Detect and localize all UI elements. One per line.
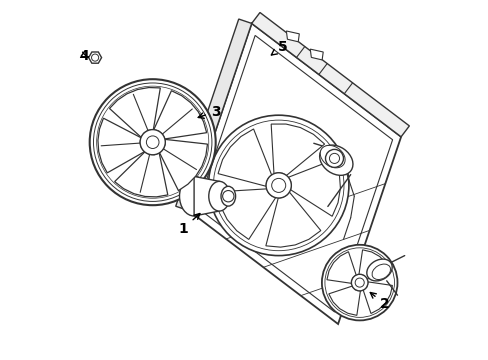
Ellipse shape	[366, 259, 391, 281]
Polygon shape	[109, 87, 160, 137]
Text: 1: 1	[178, 213, 200, 235]
Circle shape	[208, 115, 348, 256]
Polygon shape	[114, 152, 167, 197]
Circle shape	[354, 278, 364, 287]
Polygon shape	[286, 31, 299, 42]
Polygon shape	[217, 189, 275, 239]
Polygon shape	[251, 13, 408, 137]
Ellipse shape	[320, 145, 345, 168]
Text: 2: 2	[369, 293, 389, 311]
Polygon shape	[88, 52, 102, 63]
Text: 3: 3	[198, 105, 220, 118]
Circle shape	[329, 153, 339, 163]
Circle shape	[325, 149, 343, 167]
Polygon shape	[326, 252, 355, 283]
Polygon shape	[218, 129, 271, 186]
Circle shape	[140, 130, 165, 155]
Polygon shape	[288, 159, 340, 216]
Circle shape	[321, 245, 397, 320]
Polygon shape	[188, 23, 400, 324]
Polygon shape	[328, 286, 360, 315]
Polygon shape	[363, 282, 392, 314]
Polygon shape	[271, 124, 324, 175]
Text: 5: 5	[271, 40, 286, 55]
Circle shape	[146, 136, 159, 149]
Text: 4: 4	[79, 49, 89, 63]
Polygon shape	[194, 176, 219, 216]
Circle shape	[222, 190, 233, 202]
Ellipse shape	[319, 145, 352, 175]
Polygon shape	[98, 118, 144, 173]
Ellipse shape	[208, 181, 229, 211]
Circle shape	[265, 173, 291, 198]
Ellipse shape	[179, 176, 208, 216]
Polygon shape	[175, 19, 251, 211]
Polygon shape	[159, 139, 207, 190]
Circle shape	[351, 274, 367, 291]
Polygon shape	[154, 91, 206, 139]
Polygon shape	[358, 250, 390, 279]
Polygon shape	[309, 49, 323, 60]
Circle shape	[89, 79, 215, 205]
Ellipse shape	[221, 186, 235, 206]
Polygon shape	[265, 192, 320, 247]
Circle shape	[271, 178, 285, 192]
Ellipse shape	[371, 264, 390, 279]
